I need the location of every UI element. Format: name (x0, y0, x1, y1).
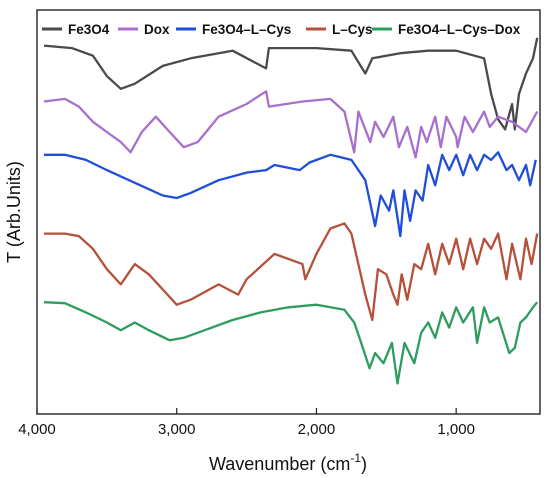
series-line (43, 90, 539, 159)
x-axis-ticks: 4,000 3,000 2,000 1,000 (18, 408, 475, 438)
legend-label: Fe3O4 (68, 22, 110, 37)
series-line (43, 301, 539, 385)
series-line (44, 151, 537, 238)
x-axis-title-end: ) (361, 454, 367, 474)
x-axis-title: Wavenumber (cm-1) (209, 451, 367, 474)
y-axis-title: T (Arb.Units) (4, 161, 24, 263)
x-axis-title-main: Wavenumber (cm (209, 454, 350, 474)
legend: Fe3O4 Dox Fe3O4–L–Cys L–Cys Fe3O4–L–Cys–Dox (42, 22, 521, 37)
series-line (44, 222, 539, 322)
legend-label: Dox (144, 22, 170, 37)
legend-label: Fe3O4–L–Cys (202, 22, 291, 37)
x-axis-title-sup: -1 (350, 451, 361, 465)
legend-label: Fe3O4–L–Cys–Dox (398, 22, 521, 37)
x-tick-label: 1,000 (437, 421, 475, 438)
plot-frame (36, 9, 541, 415)
x-tick-label: 4,000 (18, 421, 56, 438)
legend-label: L–Cys (332, 22, 373, 37)
series-layer (43, 37, 539, 385)
x-tick-label: 2,000 (298, 421, 336, 438)
series-line (43, 37, 539, 131)
x-tick-label: 3,000 (158, 421, 196, 438)
